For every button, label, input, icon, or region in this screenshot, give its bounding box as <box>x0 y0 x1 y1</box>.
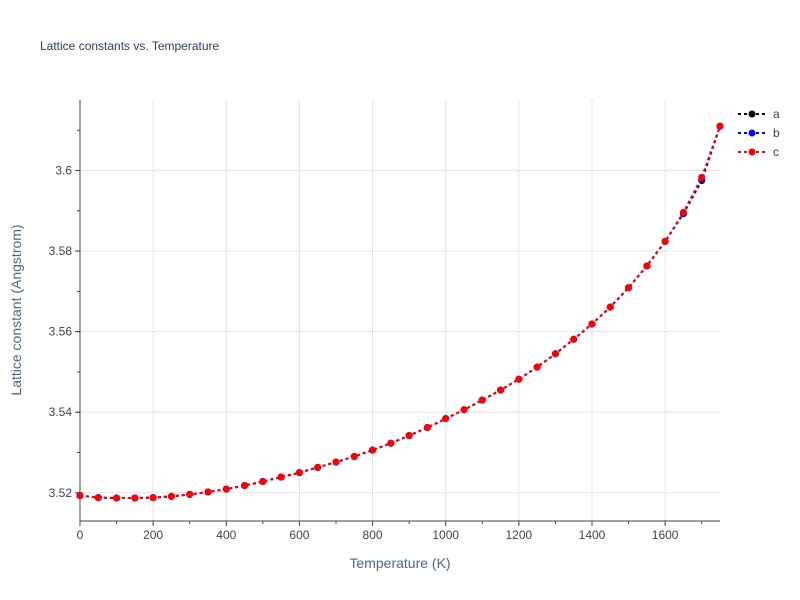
series-c-point <box>94 494 102 502</box>
series-c-point <box>698 173 706 181</box>
x-tick-label: 1200 <box>506 528 533 542</box>
series-c-point <box>606 303 614 311</box>
x-tick-label: 1600 <box>652 528 679 542</box>
series-c-point <box>588 320 596 328</box>
y-tick-label: 3.56 <box>49 325 73 339</box>
series-c-line <box>79 125 721 500</box>
y-tick-label: 3.58 <box>49 244 73 258</box>
y-axis-title: Lattice constant (Angstrom) <box>8 224 24 395</box>
y-tick-label: 3.6 <box>55 164 72 178</box>
series-c-point <box>515 375 523 383</box>
legend[interactable]: abc <box>738 107 780 159</box>
series-c-point <box>222 485 230 493</box>
axes: 0 200 400 600 800 1000 1200 1400 1600 3.52 3.54 3.5… <box>49 100 720 542</box>
series-c-point <box>661 237 669 245</box>
legend-label: b <box>773 126 780 140</box>
y-tick-label: 3.52 <box>49 486 73 500</box>
x-tick-label: 0 <box>77 528 84 542</box>
series-c-point <box>716 122 724 130</box>
legend-label: a <box>773 107 780 121</box>
series-c-point <box>460 406 468 414</box>
series-c-point <box>259 478 267 486</box>
series-c-point <box>131 494 139 502</box>
series-c-point <box>76 492 84 500</box>
series-c-point <box>551 350 559 358</box>
series-c <box>76 122 724 502</box>
series-c-point <box>387 439 395 447</box>
series-c-point <box>405 432 413 440</box>
series-c-point <box>369 446 377 454</box>
legend-label: c <box>773 145 779 159</box>
series-c-point <box>186 490 194 498</box>
series-c-point <box>149 494 157 502</box>
series-c-point <box>570 335 578 343</box>
legend-swatch-marker <box>748 148 756 156</box>
series-c-point <box>423 424 431 432</box>
series-c-point <box>332 458 340 466</box>
x-tick-label: 1400 <box>579 528 606 542</box>
x-tick-label: 600 <box>289 528 309 542</box>
legend-swatch-marker <box>748 129 756 137</box>
legend-item-a[interactable]: a <box>738 107 780 121</box>
series-c-point <box>113 494 121 502</box>
x-tick-label: 200 <box>143 528 163 542</box>
series-c-point <box>204 488 212 496</box>
series-c-point <box>478 396 486 404</box>
series-c-point <box>442 415 450 423</box>
grid <box>80 100 720 521</box>
series-c-point <box>679 208 687 216</box>
x-tick-label: 1000 <box>432 528 459 542</box>
series-c-point <box>167 492 175 500</box>
series-c-point <box>314 463 322 471</box>
series-c-point <box>643 262 651 270</box>
series-c-point <box>350 453 358 461</box>
y-tick-label: 3.54 <box>49 405 73 419</box>
x-axis-title: Temperature (K) <box>349 555 450 571</box>
chart-title: Lattice constants vs. Temperature <box>40 39 220 53</box>
legend-item-c[interactable]: c <box>738 145 779 159</box>
x-tick-label: 800 <box>363 528 383 542</box>
legend-item-b[interactable]: b <box>738 126 780 140</box>
series-c-point <box>497 386 505 394</box>
series-group <box>76 122 724 502</box>
series-c-point <box>625 284 633 292</box>
series-c-point <box>295 469 303 477</box>
legend-swatch-marker <box>748 110 756 118</box>
series-c-point <box>241 482 249 490</box>
series-c-point <box>533 363 541 371</box>
series-c-point <box>277 473 285 481</box>
x-tick-label: 400 <box>216 528 236 542</box>
